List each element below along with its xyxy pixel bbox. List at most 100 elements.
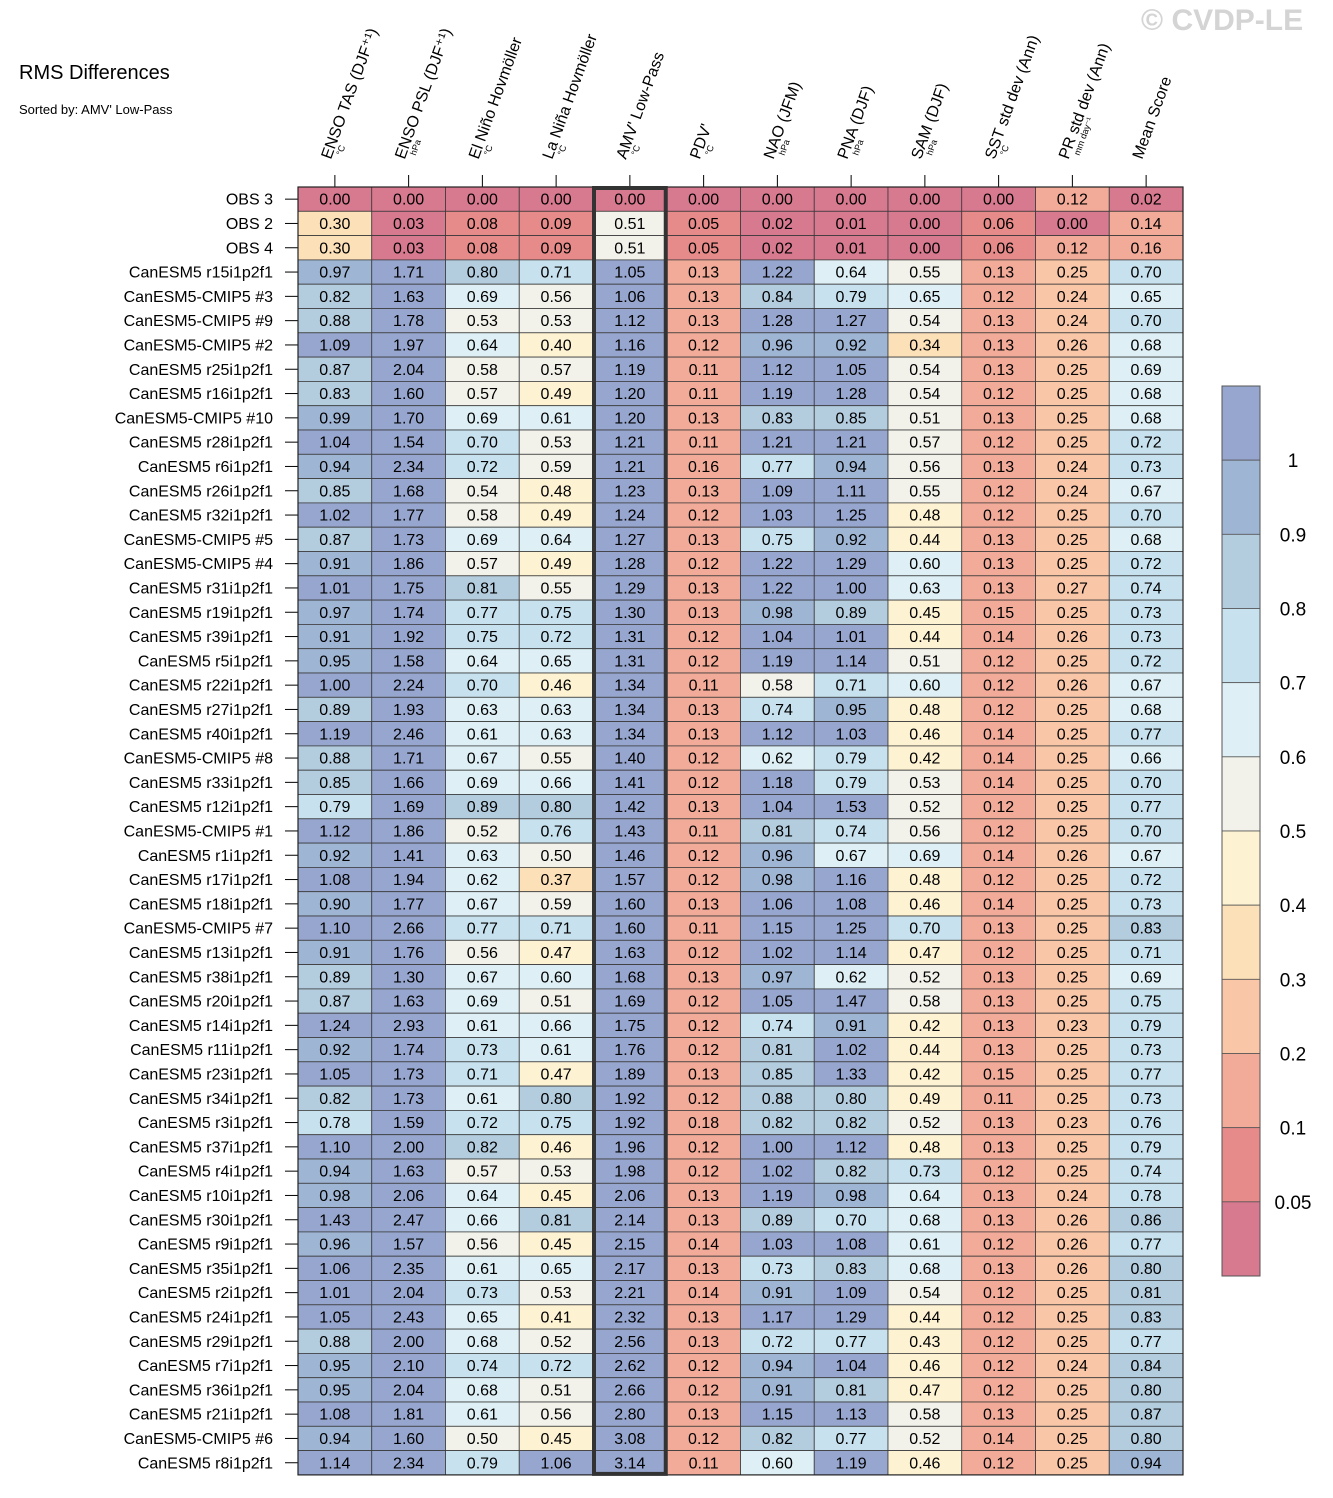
heatmap-cell <box>445 1255 520 1281</box>
cell-value: 0.91 <box>836 1018 867 1035</box>
heatmap-cell <box>961 1207 1036 1233</box>
heatmap-cell <box>813 745 889 771</box>
heatmap-cell <box>961 1110 1036 1136</box>
heatmap-cell <box>297 648 373 674</box>
heatmap-cell <box>371 551 446 577</box>
cell-value: 0.24 <box>1057 1188 1088 1205</box>
cell-value: 1.12 <box>614 313 645 330</box>
cell-value: 0.73 <box>1131 459 1162 476</box>
cell-value: 0.73 <box>467 1042 498 1059</box>
cell-value: 0.12 <box>983 945 1014 962</box>
heatmap-cell <box>445 575 520 601</box>
cell-value: 0.88 <box>762 1091 793 1108</box>
heatmap-cell <box>518 988 594 1014</box>
cell-value: 0.02 <box>762 216 793 233</box>
row-label: CanESM5-CMIP5 #10 <box>115 410 273 427</box>
cell-value: 2.43 <box>393 1309 424 1326</box>
heatmap-cell <box>1035 210 1110 237</box>
heatmap-cell <box>445 356 520 382</box>
cell-value: 1.03 <box>762 508 793 525</box>
cell-value: 0.13 <box>688 410 719 427</box>
cell-value: 1.71 <box>393 265 424 282</box>
cell-value: 0.30 <box>319 240 350 257</box>
cell-value: 0.11 <box>689 921 719 938</box>
cell-value: 2.04 <box>393 1285 424 1302</box>
heatmap-cell <box>1035 915 1110 941</box>
heatmap-cell <box>592 1401 668 1427</box>
heatmap-cell <box>740 1377 815 1403</box>
heatmap-cell <box>1108 453 1184 479</box>
heatmap-cell <box>813 429 889 455</box>
heatmap-cell <box>518 1328 594 1354</box>
row-label: CanESM5 r6i1p2f1 <box>138 459 273 476</box>
heatmap-cell <box>1035 502 1110 528</box>
heatmap-cell <box>445 1012 520 1038</box>
cell-value: 0.14 <box>983 751 1014 768</box>
colorbar-segment <box>1221 459 1261 535</box>
cell-value: 0.85 <box>319 483 350 500</box>
row-label: CanESM5-CMIP5 #2 <box>124 337 273 354</box>
heatmap-cell <box>297 842 373 868</box>
cell-value: 0.58 <box>467 362 498 379</box>
cell-value: 0.60 <box>909 556 940 573</box>
cell-value: 0.73 <box>1131 629 1162 646</box>
cell-value: 0.49 <box>541 508 572 525</box>
heatmap-cell <box>961 429 1036 455</box>
cell-value: 0.62 <box>762 751 793 768</box>
cell-value: 1.21 <box>614 459 645 476</box>
cell-value: 0.52 <box>467 823 498 840</box>
row-label: CanESM5 r12i1p2f1 <box>129 799 273 816</box>
heatmap-cell <box>1035 1450 1110 1476</box>
cell-value: 0.61 <box>541 1042 572 1059</box>
heatmap-cell <box>887 1182 963 1209</box>
row-label: CanESM5 r23i1p2f1 <box>129 1066 273 1083</box>
heatmap-cell <box>297 526 373 552</box>
cell-value: 2.46 <box>393 726 424 743</box>
heatmap-cell <box>961 1134 1036 1160</box>
row-label: CanESM5 r25i1p2f1 <box>129 362 273 379</box>
heatmap-cell <box>666 210 741 237</box>
heatmap-cell <box>887 867 963 893</box>
cell-value: 0.82 <box>762 1431 793 1448</box>
heatmap-cell <box>297 308 373 334</box>
cell-value: 0.25 <box>1057 1139 1088 1156</box>
heatmap-cell <box>1035 842 1110 868</box>
heatmap-cell <box>518 1353 594 1379</box>
cell-value: 0.12 <box>983 1237 1014 1254</box>
heatmap-cell <box>445 1425 520 1452</box>
cell-value: 1.02 <box>836 1042 867 1059</box>
cell-value: 0.81 <box>762 1042 793 1059</box>
heatmap-cell <box>297 1158 373 1184</box>
colorbar: 1 0.9 0.8 0.7 0.6 0.5 0.4 0.3 0.2 0.1 0.05 <box>1221 385 1311 1277</box>
cell-value: 2.04 <box>393 1382 424 1399</box>
cell-value: 0.40 <box>541 337 572 354</box>
cell-value: 1.41 <box>393 848 424 865</box>
cell-value: 0.91 <box>319 556 350 573</box>
cell-value: 0.52 <box>541 1334 572 1351</box>
cell-value: 0.52 <box>909 1115 940 1132</box>
cell-value: 0.79 <box>836 775 867 792</box>
heatmap-cell <box>1035 1353 1110 1379</box>
cell-value: 0.13 <box>688 483 719 500</box>
cell-value: 0.25 <box>1057 1091 1088 1108</box>
cell-value: 0.25 <box>1057 435 1088 452</box>
cell-value: 0.95 <box>319 1382 350 1399</box>
cell-value: 0.11 <box>689 362 719 379</box>
cell-value: 0.13 <box>688 265 719 282</box>
heatmap-cell <box>1108 1353 1184 1379</box>
heatmap-cell <box>740 842 815 868</box>
heatmap-cell <box>371 1280 446 1306</box>
heatmap-cell <box>740 745 815 771</box>
heatmap-cell <box>1108 891 1184 917</box>
colorbar-label: 0.8 <box>1280 600 1306 621</box>
cell-value: 0.25 <box>1057 1042 1088 1059</box>
heatmap-cell <box>445 915 520 941</box>
cell-value: 1.18 <box>762 775 793 792</box>
heatmap-cell <box>1108 429 1184 455</box>
heatmap-cell <box>666 453 741 479</box>
row-label: CanESM5 r36i1p2f1 <box>129 1382 273 1399</box>
cell-value: 0.13 <box>688 532 719 549</box>
row-label: CanESM5 r40i1p2f1 <box>129 726 273 743</box>
heatmap-cell <box>518 1037 594 1063</box>
heatmap-cell <box>740 1328 815 1354</box>
